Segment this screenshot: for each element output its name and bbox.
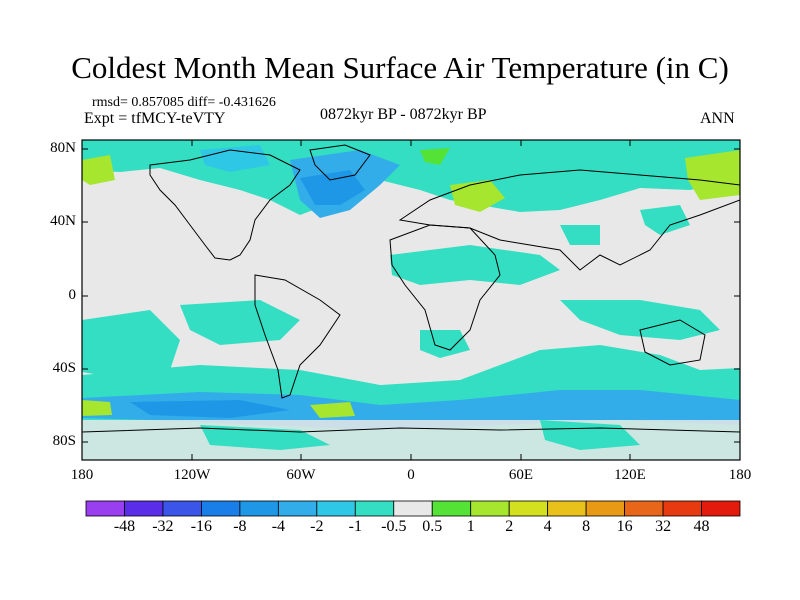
coast-north-america [149,149,301,261]
colorbar-label-5: -2 [310,518,324,535]
colorbar-label-9: 1 [466,518,475,535]
lon-tick-marks [191,140,631,460]
colorbar-label-1: -32 [152,518,174,535]
coast-antarctica [82,427,740,433]
colorbar-swatch-7 [354,500,395,517]
colorbar-label-6: -1 [348,518,362,535]
region-canada-cool [200,145,270,172]
region-ross-warm [82,400,112,416]
colorbar-label-10: 2 [505,518,514,535]
temperature-field [82,140,740,460]
region-east-siberia-warm [685,150,740,200]
colorbar-swatch-16 [701,500,741,517]
colorbar-label-8: 0.5 [422,518,443,535]
lat-tick-marks [82,148,740,443]
coast-australia [639,319,706,366]
lon-label-180w: 180 [70,467,94,483]
lon-label-60e: 60E [508,467,534,483]
colorbar-label-11: 4 [543,518,552,535]
season-label: ANN [700,110,735,127]
lon-label-180e: 180 [728,467,752,483]
region-asia-cool-patch [560,225,600,245]
region-east-antarctic-cool [540,420,640,450]
coastlines [82,144,740,433]
lon-label-120e: 120E [614,467,646,483]
colorbar-label-15: 48 [693,518,710,535]
region-greenland-sea-warm [420,148,450,165]
region-south-pacific-cool [82,310,180,380]
colorbar-swatch-3 [201,500,241,517]
lat-label-40s: 40S [52,360,76,376]
lon-label-60w: 60W [286,467,316,483]
region-weddell-warm [310,402,355,418]
region-antarctic-coast-cool [200,425,330,450]
lat-label-80n: 80N [50,140,76,156]
coast-eurasia [398,169,740,271]
lon-label-0: 0 [407,467,415,483]
colorbar-swatch-11 [508,500,549,517]
colorbar-swatch-10 [470,500,510,517]
colorbar-label-7: -0.5 [381,518,407,535]
region-southern-ocean-colder [130,400,290,418]
rmsd-diff-stats: rmsd= 0.857085 diff= -0.431626 [92,95,276,110]
colorbar-label-2: -16 [190,518,213,535]
region-africa-cool [390,245,560,285]
colorbar-swatch-2 [162,500,202,517]
colorbar-swatch-15 [662,500,702,517]
colorbar-label-4: -4 [271,518,286,535]
coast-greenland [309,144,371,181]
lat-label-0: 0 [68,287,77,303]
region-europe-warm [450,180,505,212]
coast-south-america [254,274,341,399]
colorbar-swatch-8 [393,500,433,517]
colorbar-swatch-6 [316,500,356,517]
colorbar-swatch-14 [624,500,664,517]
period-label: 0872kyr BP - 0872kyr BP [320,106,487,123]
colorbar-label-0: -48 [113,518,136,535]
region-indian-ocean-cool [560,300,720,340]
colorbar-swatch-9 [431,500,472,517]
colorbar-label-13: 16 [616,518,633,535]
colorbar [85,500,741,517]
colorbar-swatch-5 [277,500,318,517]
plot-title: Coldest Month Mean Surface Air Temperatu… [71,50,729,85]
colorbar-swatch-12 [547,500,587,517]
colorbar-swatch-0 [85,500,125,517]
experiment-label: Expt = tfMCY-teVTY [84,110,226,127]
lat-label-80s: 80S [52,433,76,449]
colorbar-swatch-1 [124,500,164,517]
colorbar-label-14: 32 [655,518,672,535]
colorbar-swatch-13 [585,500,625,517]
region-alaska-warm [82,155,115,185]
colorbar-label-12: 8 [582,518,591,535]
region-east-asia-cool [640,205,690,235]
region-north-atlantic-colder [300,170,365,205]
lat-label-40n: 40N [50,213,76,229]
colorbar-swatch-4 [239,500,279,517]
lon-label-120w: 120W [173,467,211,483]
colorbar-label-3: -8 [233,518,247,535]
region-east-pacific-cool [180,300,300,345]
